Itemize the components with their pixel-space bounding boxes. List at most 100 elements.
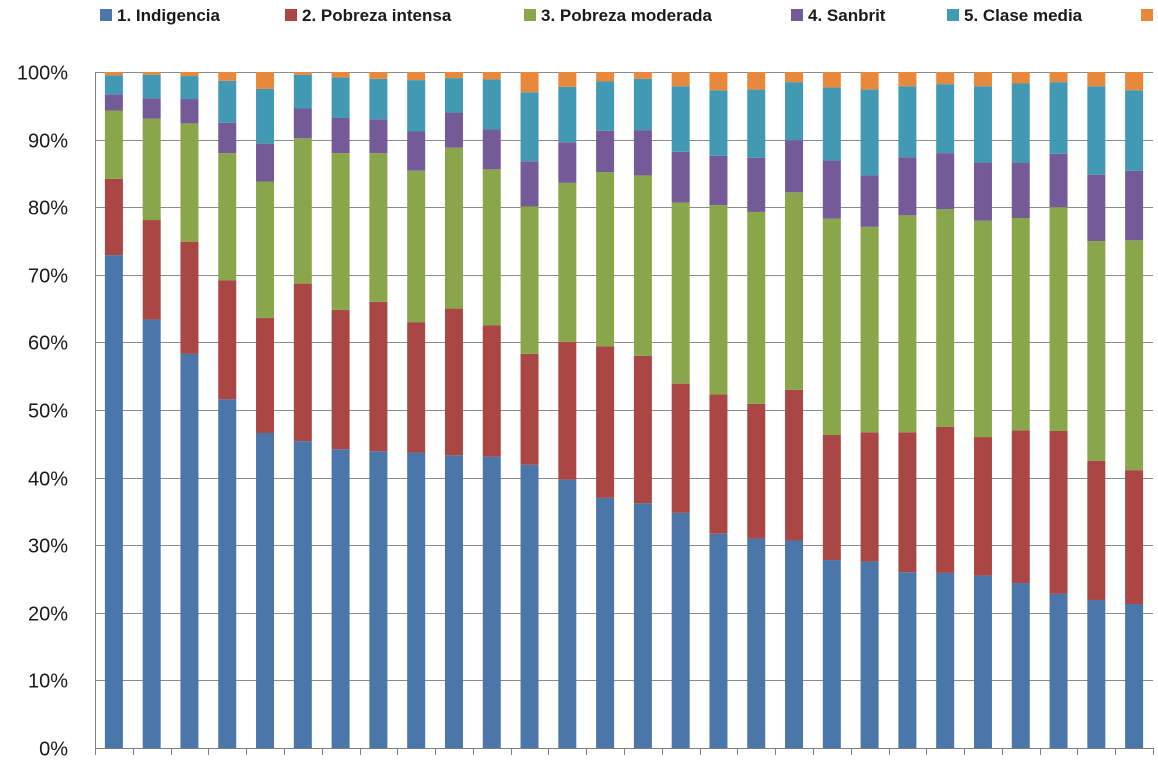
bar-segment-series-2 <box>1125 470 1144 605</box>
bar-segment-series-5 <box>822 87 841 161</box>
legend-swatch <box>524 9 536 21</box>
bar-segment-series-5 <box>369 78 388 120</box>
bar-segment-series-1 <box>104 255 123 748</box>
bar-segment-series-4 <box>860 175 879 227</box>
bar-stack <box>104 72 123 748</box>
bar-segment-series-3 <box>218 153 237 281</box>
bar-segment-series-4 <box>1087 174 1106 241</box>
bar-segment-series-1 <box>369 451 388 748</box>
bar-segment-series-2 <box>633 355 652 504</box>
bar-segment-series-3 <box>596 172 615 347</box>
y-tick-label: 0% <box>39 739 68 761</box>
bar-segment-series-5 <box>104 75 123 95</box>
bar-segment-series-3 <box>1087 241 1106 461</box>
bar-segment-series-2 <box>1049 430 1068 594</box>
bar-segment-series-1 <box>671 512 690 748</box>
bar-segment-series-2 <box>520 353 539 465</box>
bar-segment-series-3 <box>898 215 917 433</box>
bar-segment-series-5 <box>936 84 955 154</box>
y-tick-label: 70% <box>28 266 68 288</box>
bar-segment-series-4 <box>256 143 275 182</box>
bar-stack <box>293 72 312 748</box>
bar-segment-series-3 <box>444 147 463 309</box>
bar-segment-series-2 <box>1011 430 1030 584</box>
bar-stack <box>256 72 275 748</box>
legend-label: 1. Indigencia <box>117 6 221 25</box>
bar-segment-series-4 <box>482 129 501 170</box>
bar-segment-series-2 <box>936 426 955 573</box>
bar-segment-series-4 <box>331 117 350 154</box>
bar-segment-series-6 <box>709 72 728 91</box>
bar-segment-series-5 <box>860 89 879 176</box>
bar-segment-series-4 <box>936 153 955 210</box>
bar-stack <box>596 72 615 748</box>
bar-stack <box>860 72 879 748</box>
bar-segment-series-5 <box>218 80 237 123</box>
bar-segment-series-3 <box>860 226 879 433</box>
bar-segment-series-2 <box>369 301 388 452</box>
bar-segment-series-6 <box>142 72 161 75</box>
bar-segment-series-5 <box>1049 82 1068 154</box>
bar-segment-series-1 <box>444 455 463 748</box>
bar-stack <box>1011 72 1030 748</box>
bar-segment-series-1 <box>633 503 652 748</box>
bar-segment-series-6 <box>218 72 237 81</box>
bar-segment-series-2 <box>1087 460 1106 600</box>
bar-segment-series-6 <box>671 72 690 87</box>
bar-segment-series-3 <box>369 153 388 302</box>
bar-segment-series-4 <box>671 151 690 203</box>
bar-segment-series-4 <box>973 162 992 221</box>
bar-stack <box>709 72 728 748</box>
bar-segment-series-5 <box>1011 83 1030 163</box>
bar-segment-series-2 <box>142 220 161 320</box>
bar-segment-series-5 <box>558 86 577 143</box>
bar-segment-series-4 <box>407 131 426 171</box>
bar-segment-series-3 <box>558 182 577 342</box>
legend-item: 5. Clase media <box>947 6 1083 25</box>
bar-segment-series-6 <box>520 72 539 93</box>
bar-segment-series-4 <box>369 119 388 154</box>
bar-segment-series-4 <box>822 160 841 219</box>
bar-segment-series-6 <box>558 72 577 87</box>
bar-segment-series-4 <box>1011 162 1030 219</box>
bar-segment-series-2 <box>558 341 577 480</box>
y-tick-label: 60% <box>28 333 68 355</box>
bar-stack <box>444 72 463 748</box>
bar-stack <box>331 72 350 748</box>
legend-swatch <box>947 9 959 21</box>
bar-segment-series-3 <box>142 118 161 221</box>
bar-segment-series-6 <box>444 72 463 79</box>
bar-segment-series-4 <box>1049 153 1068 208</box>
bar-segment-series-5 <box>973 86 992 163</box>
legend-swatch <box>791 9 803 21</box>
y-tick-label: 80% <box>28 198 68 220</box>
bar-stack <box>973 72 992 748</box>
legend-label: 5. Clase media <box>964 6 1083 25</box>
legend-label: 2. Pobreza intensa <box>302 6 452 25</box>
bar-segment-series-2 <box>180 241 199 354</box>
bar-segment-series-3 <box>482 169 501 326</box>
bar-segment-series-1 <box>709 533 728 748</box>
bar-segment-series-6 <box>256 72 275 89</box>
bar-segment-series-5 <box>1125 90 1144 171</box>
bar-stack <box>785 72 804 748</box>
bar-segment-series-2 <box>709 394 728 534</box>
bar-segment-series-5 <box>293 74 312 109</box>
bar-segment-series-6 <box>1049 72 1068 83</box>
bar-segment-series-5 <box>180 76 199 100</box>
bar-segment-series-4 <box>218 122 237 154</box>
bar-segment-series-5 <box>331 77 350 118</box>
bar-segment-series-5 <box>898 86 917 158</box>
bar-segment-series-1 <box>180 353 199 748</box>
bar-segment-series-1 <box>936 572 955 748</box>
bar-segment-series-5 <box>1087 86 1106 175</box>
legend-item: 4. Sanbrit <box>791 6 886 25</box>
bar-segment-series-4 <box>898 157 917 216</box>
bar-segment-series-2 <box>596 346 615 498</box>
bar-stack <box>1049 72 1068 748</box>
bar-segment-series-1 <box>973 575 992 748</box>
bar-segment-series-5 <box>142 74 161 99</box>
bar-segment-series-5 <box>596 81 615 131</box>
bar-segment-series-6 <box>822 72 841 88</box>
